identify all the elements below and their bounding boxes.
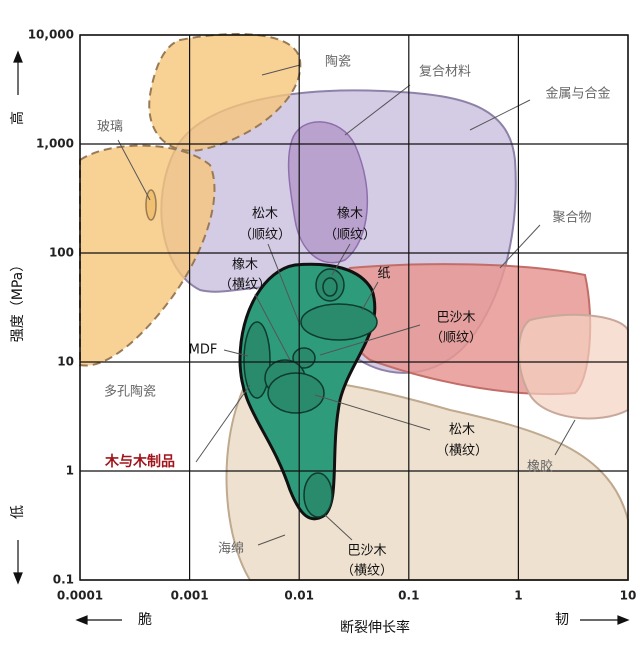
x-axis-label: 断裂伸长率 bbox=[340, 619, 410, 636]
annotation: 复合材料 bbox=[419, 65, 471, 80]
annotation: 海绵 bbox=[218, 542, 244, 557]
x-tick-label: 0.0001 bbox=[57, 589, 103, 603]
y-tick-label: 1,000 bbox=[36, 137, 74, 151]
annotation: 纸 bbox=[377, 267, 390, 282]
annotation: 玻璃 bbox=[97, 120, 123, 135]
leader-lines bbox=[117, 64, 576, 546]
y-low-label: 低 bbox=[10, 505, 26, 519]
annotation: （顺纹） bbox=[239, 228, 291, 243]
annotation: 橡木 bbox=[337, 207, 363, 222]
x-tick-label: 0.01 bbox=[284, 589, 314, 603]
annotation: 多孔陶瓷 bbox=[104, 384, 156, 400]
rubber-region bbox=[517, 313, 629, 420]
axis-arrows bbox=[13, 50, 630, 625]
annotation: 金属与合金 bbox=[545, 86, 610, 102]
annotation: 松木 bbox=[449, 423, 475, 438]
y-tick-label: 1 bbox=[66, 464, 74, 478]
y-tick-label: 10 bbox=[57, 355, 74, 369]
y-high-label: 高 bbox=[9, 111, 26, 125]
y-tick-label: 0.1 bbox=[53, 573, 74, 587]
x-tick-label: 0.001 bbox=[171, 589, 209, 603]
regions bbox=[79, 33, 629, 581]
annotation: 橡木 bbox=[232, 258, 258, 273]
x-tick-label: 1 bbox=[514, 589, 522, 603]
annotation: （顺纹） bbox=[324, 228, 376, 243]
annotation: （顺纹） bbox=[430, 331, 482, 346]
composites-region bbox=[287, 121, 369, 264]
annotation: 巴沙木 bbox=[436, 311, 475, 326]
annotation: 聚合物 bbox=[552, 211, 591, 226]
y-axis-label: 强度（MPa） bbox=[10, 258, 26, 342]
annotation: （横纹） bbox=[436, 444, 488, 459]
x-tick-label: 0.1 bbox=[398, 589, 419, 603]
annotation: 松木 bbox=[252, 207, 278, 222]
x-low-label: 脆 bbox=[138, 611, 152, 628]
y-tick-label: 100 bbox=[49, 246, 74, 260]
x-tick-label: 10 bbox=[620, 589, 637, 603]
wood-subregions bbox=[243, 268, 378, 518]
porous-ceramics-region bbox=[79, 144, 216, 367]
annotation: （横纹） bbox=[341, 564, 393, 579]
plot-frame bbox=[79, 34, 629, 581]
annotation: （横纹） bbox=[219, 278, 271, 293]
annotation: 橡胶 bbox=[527, 459, 553, 475]
annotations: 陶瓷复合材料金属与合金玻璃松木（顺纹）橡木（顺纹）聚合物橡木（横纹）纸巴沙木（顺… bbox=[97, 54, 611, 579]
x-high-label: 韧 bbox=[555, 612, 569, 628]
annotation: 木与木制品 bbox=[104, 453, 175, 470]
ceramics-region bbox=[148, 33, 302, 152]
annotation: MDF bbox=[189, 343, 218, 358]
y-tick-label: 10,000 bbox=[28, 28, 74, 42]
annotation: 陶瓷 bbox=[325, 54, 351, 70]
annotation: 巴沙木 bbox=[347, 544, 386, 559]
